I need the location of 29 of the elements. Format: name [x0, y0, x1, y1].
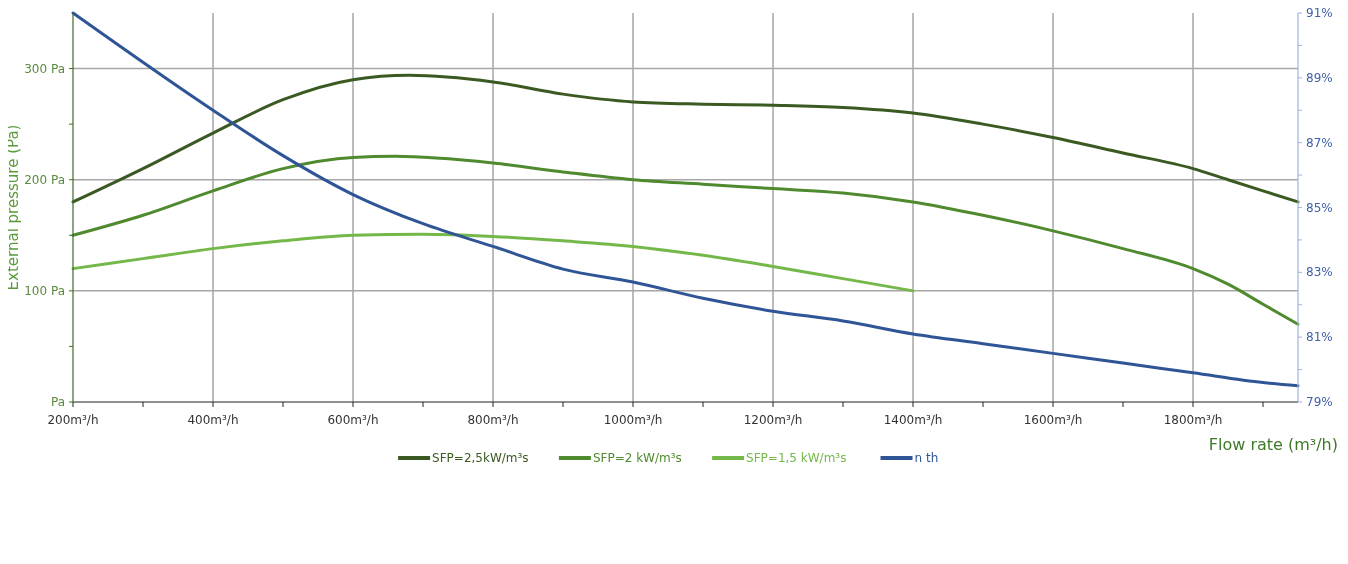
y2-tick-label: 87% [1306, 135, 1333, 150]
y-tick-label: Pa [50, 395, 65, 409]
y-tick-label: 100 Pa [24, 283, 65, 298]
y2-tick-label: 89% [1306, 70, 1333, 85]
line-series [71, 232, 915, 293]
x-tick-label: 400m³/h [187, 413, 239, 427]
y2-tick-label: 81% [1306, 330, 1333, 345]
x-tick-label: 1400m³/h [883, 413, 943, 427]
x-tick-label: 600m³/h [327, 413, 379, 427]
y2-tick-label: 85% [1306, 200, 1333, 215]
x-tick-label: 200m³/h [47, 413, 99, 427]
x-tick-label: 1600m³/h [1023, 413, 1083, 427]
x-tick-label: 1000m³/h [603, 413, 663, 427]
y2-tick-label: 83% [1306, 265, 1333, 280]
legend-label: n th [914, 451, 939, 465]
x-tick-label: 1800m³/h [1163, 413, 1223, 427]
y2-tick-label: 79% [1306, 395, 1333, 409]
y2-tick-label: 91% [1306, 6, 1333, 20]
line-series [71, 73, 1300, 204]
x-axis-title: Flow rate (m³/h) [1208, 435, 1338, 454]
legend-label: SFP=1,5 kW/m³s [746, 451, 847, 465]
y-tick-label: 200 Pa [24, 172, 65, 187]
legend-label: SFP=2 kW/m³s [592, 451, 682, 465]
x-tick-label: 800m³/h [467, 413, 519, 427]
legend-label: SFP=2,5kW/m³s [432, 451, 529, 465]
y-tick-label: 300 Pa [24, 61, 65, 76]
line-series [71, 154, 1300, 326]
x-tick-label: 1200m³/h [743, 413, 803, 427]
line-series [71, 11, 1300, 388]
